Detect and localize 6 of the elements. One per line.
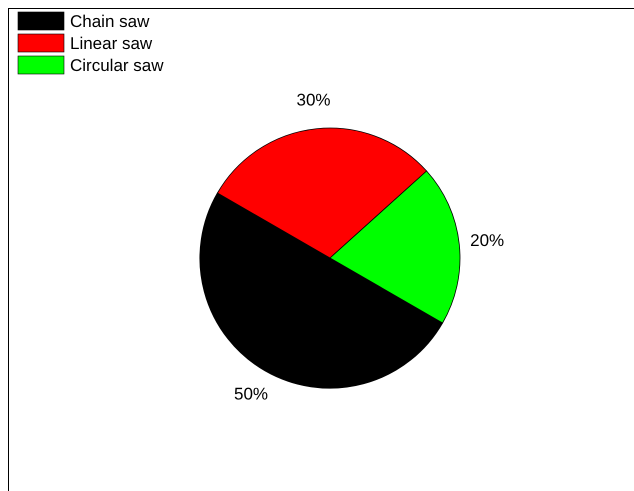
legend-label: Chain saw xyxy=(70,12,150,31)
legend-label: Linear saw xyxy=(70,34,153,53)
data-label: 30% xyxy=(296,90,330,110)
legend-label: Circular saw xyxy=(70,56,164,75)
data-label: 50% xyxy=(234,384,268,404)
data-label: 20% xyxy=(470,230,504,250)
